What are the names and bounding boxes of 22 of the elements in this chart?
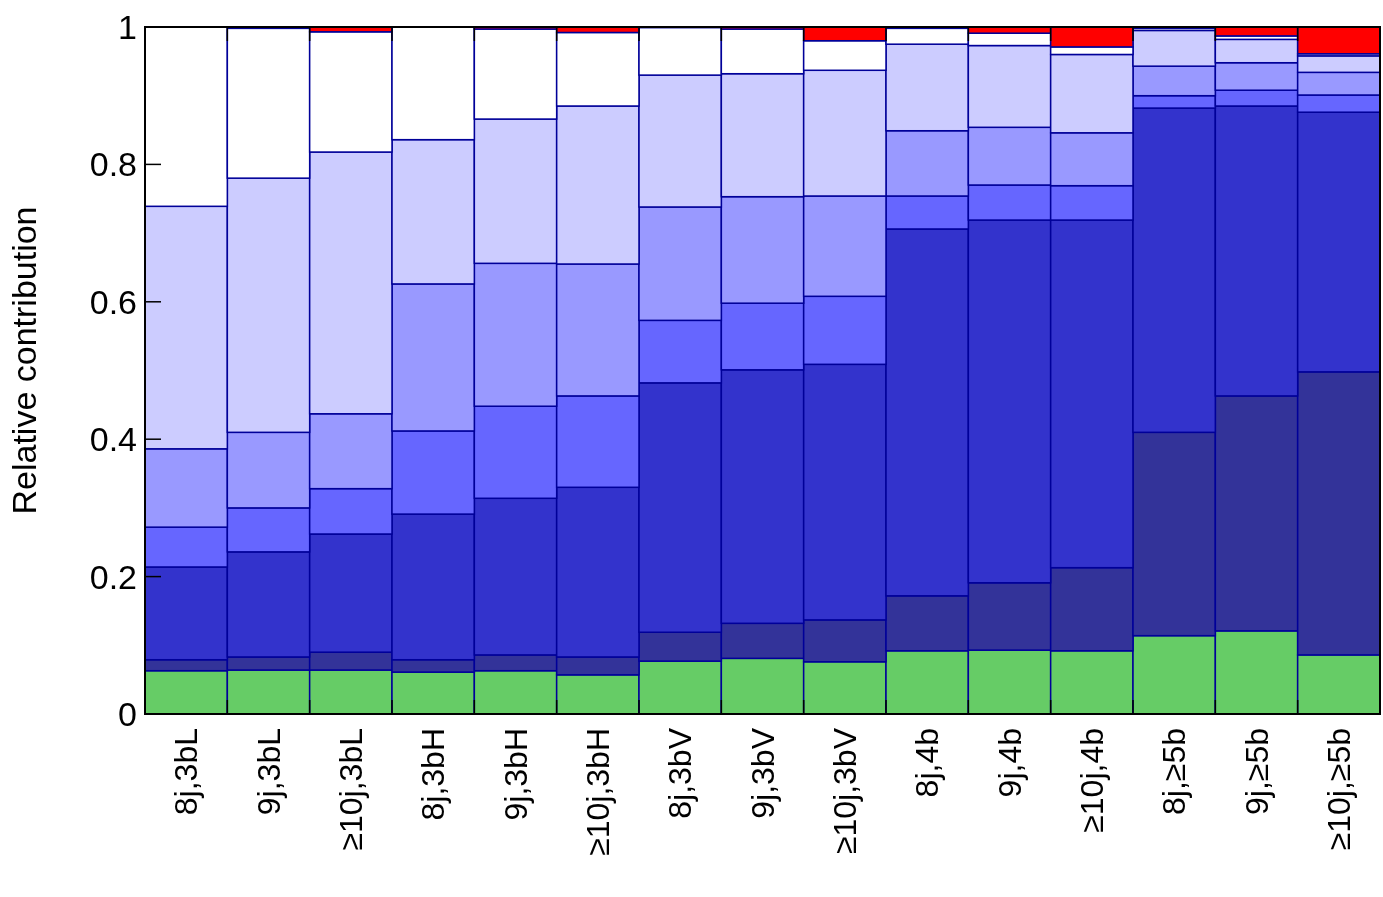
y-tick-label: 0.2 — [89, 557, 137, 596]
y-tick-label: 1 — [118, 7, 137, 46]
y-tick-label: 0.4 — [89, 420, 137, 459]
x-tick-label: 8j,3bV — [662, 727, 699, 819]
y-tick-label: 0 — [118, 694, 137, 733]
x-tick-label: 9j,3bL — [250, 728, 287, 816]
x-tick-label: 8j,4b — [909, 728, 946, 798]
x-tick-label: ≥10j,3bL — [333, 728, 370, 851]
x-tick-label: 8j,3bL — [168, 728, 205, 816]
y-axis-title: Relative contribution — [5, 206, 43, 515]
y-tick-label: 0.6 — [89, 282, 137, 321]
x-tick-label: ≥10j,≥5b — [1321, 728, 1358, 851]
x-tick-label: ≥10j,3bH — [580, 728, 617, 856]
x-tick-label: 9j,4b — [991, 728, 1028, 798]
x-tick-label: 9j,≥5b — [1238, 728, 1275, 815]
x-tick-label: 8j,3bH — [415, 728, 452, 821]
y-tick-label: 0.8 — [89, 145, 137, 184]
x-tick-label: ≥10j,4b — [1074, 728, 1111, 833]
x-tick-label: 8j,≥5b — [1156, 728, 1193, 815]
x-tick-label: ≥10j,3bV — [827, 727, 864, 855]
x-tick-label: 9j,3bV — [744, 727, 781, 819]
x-tick-label: 9j,3bH — [497, 728, 534, 821]
